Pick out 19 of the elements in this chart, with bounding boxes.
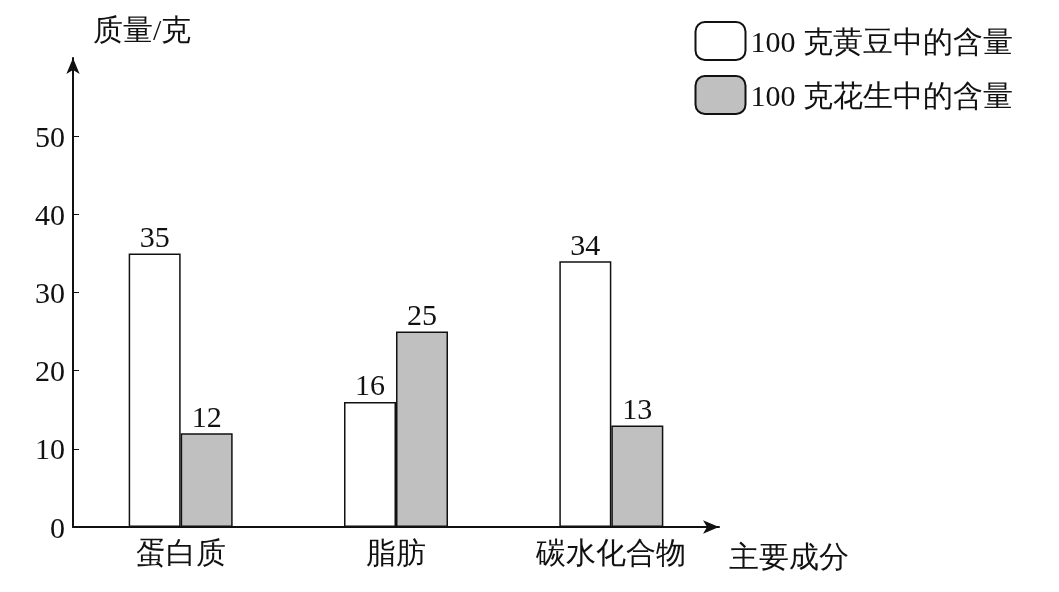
data-label: 13: [622, 391, 653, 425]
y-tick-label: 10: [35, 432, 65, 466]
y-tick-label: 30: [35, 276, 65, 309]
legend-label: 100 克黄豆中的含量: [750, 24, 1013, 58]
x-axis-title: 主要成分: [729, 539, 849, 573]
y-axis-title: 质量/克: [93, 12, 192, 46]
data-label: 12: [191, 399, 222, 433]
x-tick-label: 脂肪: [366, 535, 426, 569]
data-label: 35: [139, 219, 170, 253]
data-label: 25: [407, 298, 437, 332]
data-label: 34: [570, 227, 601, 261]
data-label: 16: [355, 368, 385, 402]
legend-label: 100 克花生中的含量: [750, 78, 1013, 112]
y-tick-label: 40: [35, 197, 65, 231]
x-tick-label: 蛋白质: [135, 535, 226, 569]
y-tick-label: 0: [50, 510, 65, 544]
y-tick-label: 50: [35, 119, 65, 153]
x-tick-label: 碳水化合物: [535, 535, 687, 569]
y-tick-label: 20: [35, 354, 65, 388]
